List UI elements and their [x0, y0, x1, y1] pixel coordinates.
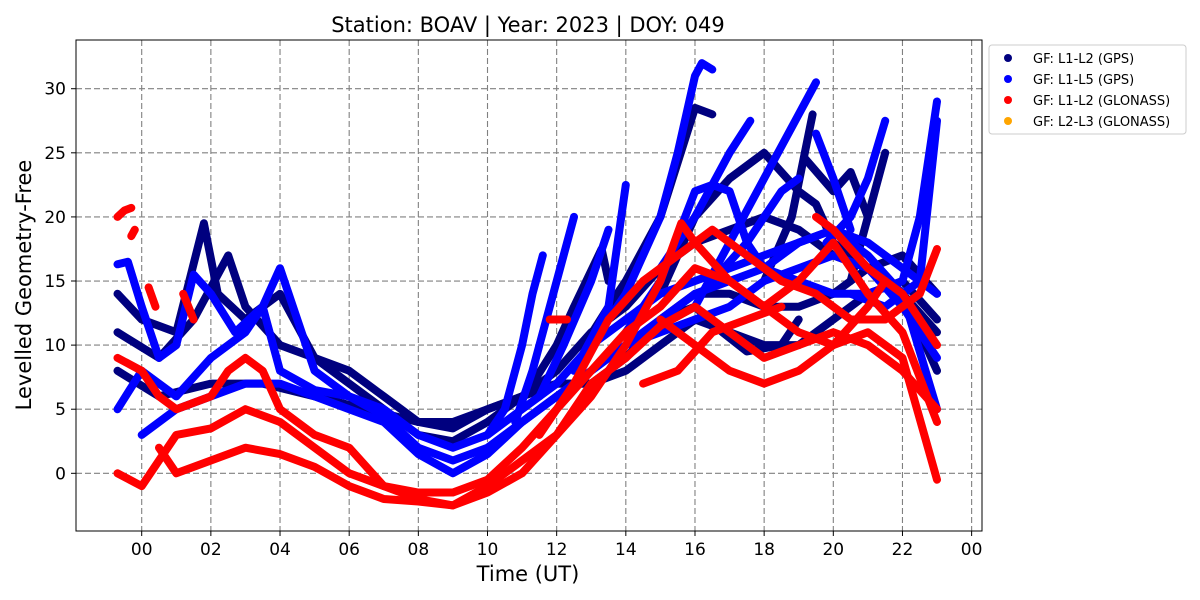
legend-label: GF: L1-L2 (GPS)	[1033, 52, 1134, 67]
x-tick-label: 04	[269, 540, 291, 560]
series-track	[483, 251, 547, 439]
y-axis: 0 5 10 15 20 25 30	[44, 80, 76, 484]
series-track	[570, 180, 630, 375]
series-2	[113, 59, 941, 478]
y-tick-label: 10	[44, 336, 66, 356]
series-track	[812, 129, 855, 234]
y-axis-label: Levelled Geometry-Free	[12, 160, 36, 411]
y-tick-label: 5	[55, 400, 66, 420]
y-tick-label: 25	[44, 144, 66, 164]
series-track	[137, 251, 941, 478]
chart-title: Station: BOAV | Year: 2023 | DOY: 049	[331, 13, 725, 38]
legend-label: GF: L2-L3 (GLONASS)	[1033, 115, 1170, 130]
x-tick-label: 12	[546, 540, 568, 560]
legend-marker	[1004, 75, 1012, 83]
series-track	[535, 225, 613, 401]
series-track	[535, 225, 941, 439]
series-track	[812, 212, 941, 350]
series-track	[155, 302, 941, 510]
series-track	[113, 219, 941, 510]
legend-marker	[1004, 96, 1012, 104]
y-tick-label: 30	[44, 80, 66, 100]
x-tick-label: 08	[408, 540, 430, 560]
x-tick-label: 22	[892, 540, 914, 560]
series-track	[587, 59, 717, 350]
plot-data	[113, 59, 941, 510]
x-tick-label: 02	[200, 540, 222, 560]
y-tick-label: 0	[55, 464, 66, 484]
x-tick-label: 16	[684, 540, 706, 560]
series-track	[511, 212, 578, 426]
x-tick-label: 00	[131, 540, 153, 560]
x-tick-label: 20	[822, 540, 844, 560]
series-track	[113, 203, 136, 221]
legend-box	[988, 44, 1187, 135]
x-tick-label: 00	[961, 540, 983, 560]
legend-marker	[1004, 54, 1012, 62]
series-track	[127, 225, 139, 241]
y-tick-label: 15	[44, 272, 66, 292]
legend: GF: L1-L2 (GPS) GF: L1-L5 (GPS) GF: L1-L2 …	[988, 44, 1187, 135]
series-track	[708, 174, 803, 285]
series-3	[113, 203, 941, 510]
series-track	[113, 264, 941, 497]
legend-label: GF: L1-L2 (GLONASS)	[1033, 94, 1170, 109]
grid	[76, 40, 982, 531]
legend-label: GF: L1-L5 (GPS)	[1033, 73, 1134, 88]
plot-frame	[75, 39, 983, 532]
x-tick-label: 10	[477, 540, 499, 560]
x-tick-label: 18	[753, 540, 775, 560]
y-tick-label: 20	[44, 208, 66, 228]
legend-marker	[1004, 117, 1012, 125]
series-track	[528, 245, 613, 388]
series-track	[144, 283, 160, 311]
x-axis-label: Time (UT)	[476, 562, 580, 586]
series-track	[639, 302, 786, 388]
series-track	[179, 289, 198, 324]
x-axis: 00 02 04 06 08 10 12 14 16 18 20 22 00	[131, 531, 983, 560]
x-tick-label: 06	[338, 540, 360, 560]
x-tick-label: 14	[615, 540, 637, 560]
